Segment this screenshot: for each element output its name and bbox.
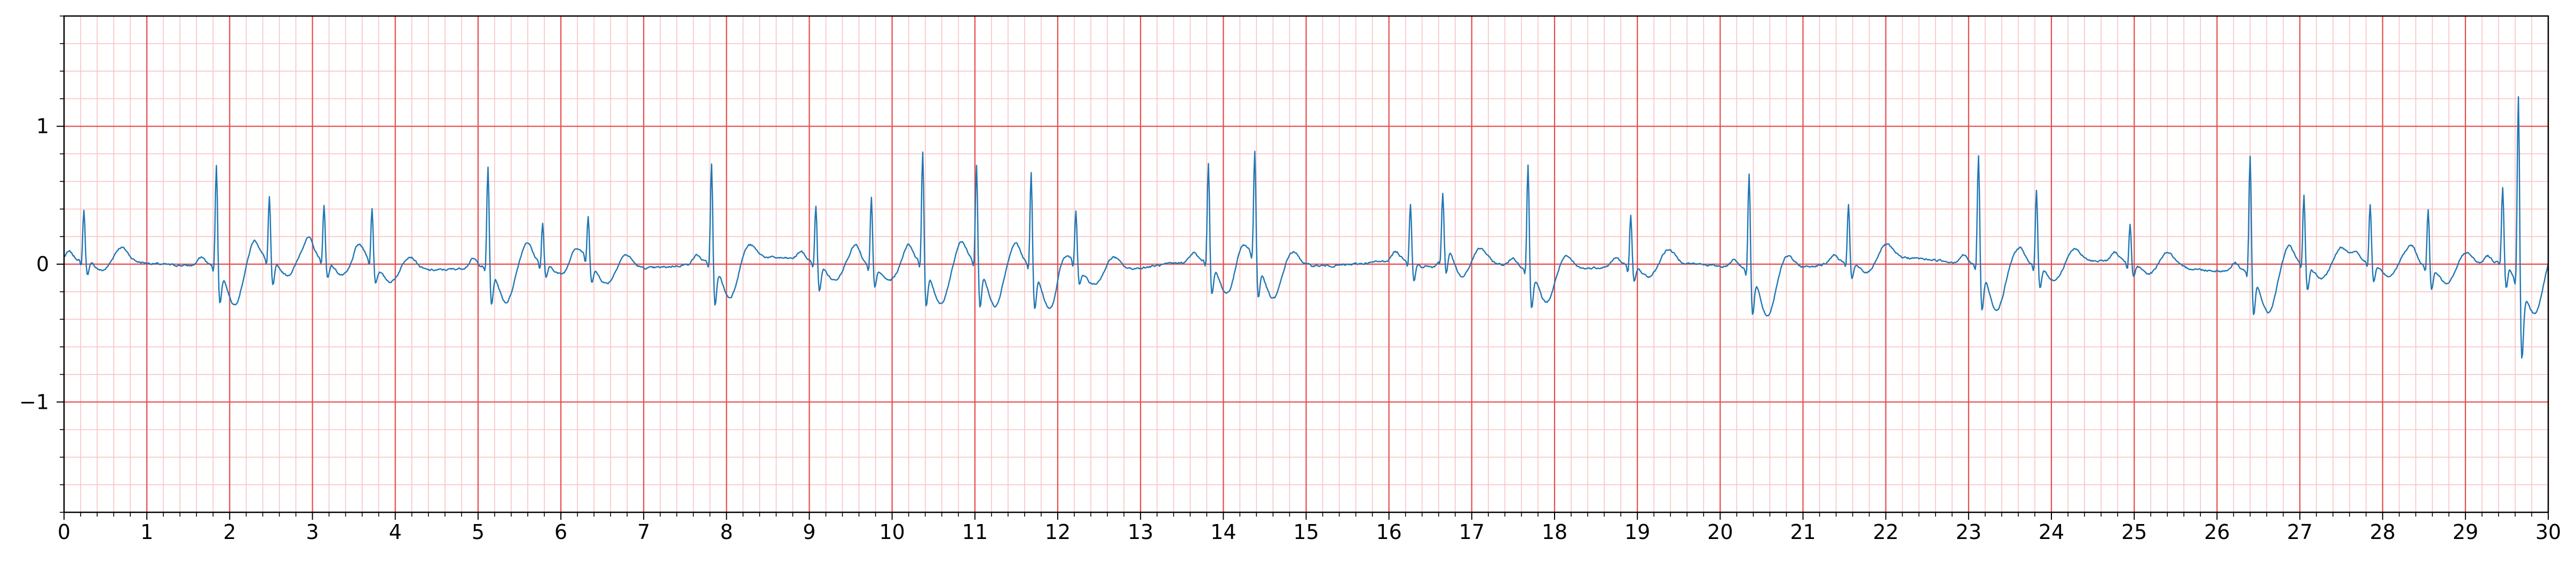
- ecg-trace: [64, 96, 2549, 359]
- x-tick-label: 28: [2369, 520, 2395, 544]
- x-tick-label: 4: [389, 520, 402, 544]
- x-tick-label: 9: [803, 520, 815, 544]
- y-tick-label: 1: [36, 115, 49, 138]
- x-tick-label: 25: [2121, 520, 2147, 544]
- x-tick-label: 16: [1376, 520, 1401, 544]
- x-tick-label: 12: [1045, 520, 1071, 544]
- x-tick-label: 2: [223, 520, 236, 544]
- y-axis-ticks: −1 0 1: [19, 15, 64, 513]
- x-tick-label: 10: [879, 520, 905, 544]
- x-tick-label: 21: [1790, 520, 1816, 544]
- y-tick-label: 0: [36, 252, 49, 276]
- x-tick-label: 15: [1293, 520, 1319, 544]
- x-axis-ticks: 0 1 2 3 4 5 6 7 8 9 10 11 12 13 14 15 16 17 18 19 20 21 22 23 24…: [58, 512, 2561, 544]
- x-tick-label: 22: [1873, 520, 1898, 544]
- x-tick-label: 1: [140, 520, 153, 544]
- x-tick-label: 5: [472, 520, 485, 544]
- x-tick-label: 24: [2039, 520, 2064, 544]
- x-tick-label: 0: [58, 520, 70, 544]
- x-tick-label: 27: [2287, 520, 2312, 544]
- x-tick-label: 6: [554, 520, 567, 544]
- x-tick-label: 26: [2204, 520, 2230, 544]
- x-tick-label: 23: [1956, 520, 1981, 544]
- x-tick-label: 8: [720, 520, 733, 544]
- x-tick-label: 7: [637, 520, 650, 544]
- x-tick-label: 17: [1459, 520, 1485, 544]
- x-tick-label: 18: [1542, 520, 1567, 544]
- x-tick-label: 29: [2453, 520, 2478, 544]
- x-tick-label: 14: [1210, 520, 1236, 544]
- y-tick-label: −1: [19, 390, 49, 414]
- x-tick-label: 20: [1707, 520, 1733, 544]
- x-tick-label: 19: [1624, 520, 1650, 544]
- x-tick-label: 3: [306, 520, 319, 544]
- x-tick-label: 11: [962, 520, 988, 544]
- x-tick-label: 30: [2535, 520, 2561, 544]
- x-tick-label: 13: [1128, 520, 1153, 544]
